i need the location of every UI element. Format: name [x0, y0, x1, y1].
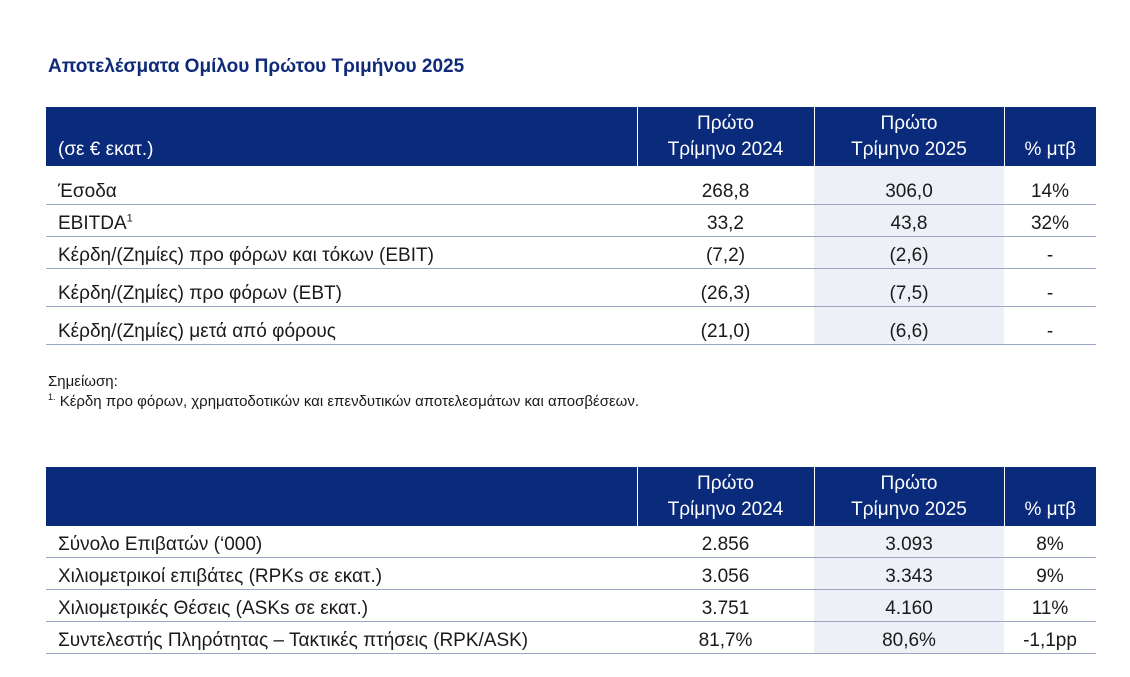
- row-label-text: EBITDA: [58, 213, 127, 234]
- cell-2024: 33,2: [637, 204, 814, 237]
- row-label: Χιλιομετρικοί επιβάτες (RPKs σε εκατ.): [46, 557, 637, 590]
- cell-change: 11%: [1004, 589, 1096, 622]
- cell-change: -1,1pp: [1004, 621, 1096, 654]
- cell-2025: 80,6%: [814, 621, 1004, 654]
- note-heading: Σημείωση:: [48, 373, 118, 390]
- table-row: EBITDA1 33,2 43,8 32%: [46, 204, 1096, 237]
- cell-2024: 81,7%: [637, 621, 814, 654]
- cell-2024: 2.856: [637, 526, 814, 558]
- header-q1-2025-line2: Τρίμηνο 2025: [851, 499, 967, 520]
- cell-2025: (6,6): [814, 306, 1004, 345]
- cell-change: -: [1004, 236, 1096, 269]
- row-label: Συντελεστής Πληρότητας – Τακτικές πτήσει…: [46, 621, 637, 654]
- header-q1-2025-line2: Τρίμηνο 2025: [851, 139, 967, 160]
- cell-change: 32%: [1004, 204, 1096, 237]
- row-label: Κέρδη/(Ζημίες) μετά από φόρους: [46, 306, 637, 345]
- table-row: Σύνολο Επιβατών (‘000) 2.856 3.093 8%: [46, 526, 1096, 558]
- header-q1-2024-line1: Πρώτο: [697, 113, 754, 134]
- header-q1-2024-line2: Τρίμηνο 2024: [667, 139, 784, 160]
- header-label: (σε € εκατ.): [46, 107, 637, 166]
- cell-change: 9%: [1004, 557, 1096, 590]
- footnote-section: Σημείωση: 1. Κέρδη προ φόρων, χρηματοδοτ…: [48, 372, 639, 412]
- header-q1-2025-line1: Πρώτο: [880, 473, 938, 494]
- table-row: Χιλιομετρικές Θέσεις (ASKs σε εκατ.) 3.7…: [46, 589, 1096, 622]
- cell-2025: 3.093: [814, 526, 1004, 558]
- header-yoy-change: % μτβ: [1003, 107, 1096, 166]
- row-label: EBITDA1: [46, 204, 637, 237]
- footnote-1: 1. Κέρδη προ φόρων, χρηματοδοτικών και ε…: [48, 392, 639, 412]
- header-q1-2024-line1: Πρώτο: [697, 473, 754, 494]
- cell-change: -: [1004, 306, 1096, 345]
- table-header-row: Πρώτο Τρίμηνο 2024 Πρώτο Τρίμηνο 2025 % …: [46, 467, 1096, 526]
- cell-2025: (7,5): [814, 268, 1004, 307]
- cell-2024: 3.751: [637, 589, 814, 622]
- cell-2024: 268,8: [637, 166, 814, 205]
- table-row: Κέρδη/(Ζημίες) μετά από φόρους (21,0) (6…: [46, 306, 1096, 345]
- cell-2024: (21,0): [637, 306, 814, 345]
- table-row: Χιλιομετρικοί επιβάτες (RPKs σε εκατ.) 3…: [46, 557, 1096, 590]
- cell-change: 14%: [1004, 166, 1096, 205]
- page-title: Αποτελέσματα Ομίλου Πρώτου Τριμήνου 2025: [48, 56, 465, 77]
- row-label: Σύνολο Επιβατών (‘000): [46, 526, 637, 558]
- traffic-stats-table: Πρώτο Τρίμηνο 2024 Πρώτο Τρίμηνο 2025 % …: [46, 467, 1096, 654]
- table-row: Έσοδα 268,8 306,0 14%: [46, 166, 1096, 205]
- header-q1-2024: Πρώτο Τρίμηνο 2024: [636, 107, 814, 166]
- table-row: Κέρδη/(Ζημίες) προ φόρων (EBT) (26,3) (7…: [46, 268, 1096, 307]
- header-q1-2025: Πρώτο Τρίμηνο 2025: [813, 107, 1004, 166]
- table-row: Κέρδη/(Ζημίες) προ φόρων και τόκων (EBIT…: [46, 236, 1096, 269]
- group-results-table: (σε € εκατ.) Πρώτο Τρίμηνο 2024 Πρώτο Τρ…: [46, 107, 1096, 345]
- header-yoy-change: % μτβ: [1003, 467, 1096, 526]
- header-q1-2025: Πρώτο Τρίμηνο 2025: [813, 467, 1004, 526]
- row-label: Κέρδη/(Ζημίες) προ φόρων και τόκων (EBIT…: [46, 236, 637, 269]
- cell-2025: (2,6): [814, 236, 1004, 269]
- header-q1-2024-line2: Τρίμηνο 2024: [667, 499, 784, 520]
- footnote-ref: 1: [126, 212, 133, 225]
- cell-2024: (26,3): [637, 268, 814, 307]
- cell-2024: 3.056: [637, 557, 814, 590]
- cell-2025: 3.343: [814, 557, 1004, 590]
- cell-2025: 306,0: [814, 166, 1004, 205]
- row-label: Κέρδη/(Ζημίες) προ φόρων (EBT): [46, 268, 637, 307]
- header-q1-2025-line1: Πρώτο: [880, 113, 938, 134]
- table-header-row: (σε € εκατ.) Πρώτο Τρίμηνο 2024 Πρώτο Τρ…: [46, 107, 1096, 166]
- row-label: Έσοδα: [46, 166, 637, 205]
- header-label: [46, 467, 637, 526]
- header-q1-2024: Πρώτο Τρίμηνο 2024: [636, 467, 814, 526]
- footnote-text: Κέρδη προ φόρων, χρηματοδοτικών και επεν…: [59, 393, 640, 410]
- row-label: Χιλιομετρικές Θέσεις (ASKs σε εκατ.): [46, 589, 637, 622]
- cell-change: 8%: [1004, 526, 1096, 558]
- footnote-marker: 1.: [48, 392, 56, 402]
- cell-2024: (7,2): [637, 236, 814, 269]
- cell-2025: 4.160: [814, 589, 1004, 622]
- cell-change: -: [1004, 268, 1096, 307]
- cell-2025: 43,8: [814, 204, 1004, 237]
- table-row: Συντελεστής Πληρότητας – Τακτικές πτήσει…: [46, 621, 1096, 654]
